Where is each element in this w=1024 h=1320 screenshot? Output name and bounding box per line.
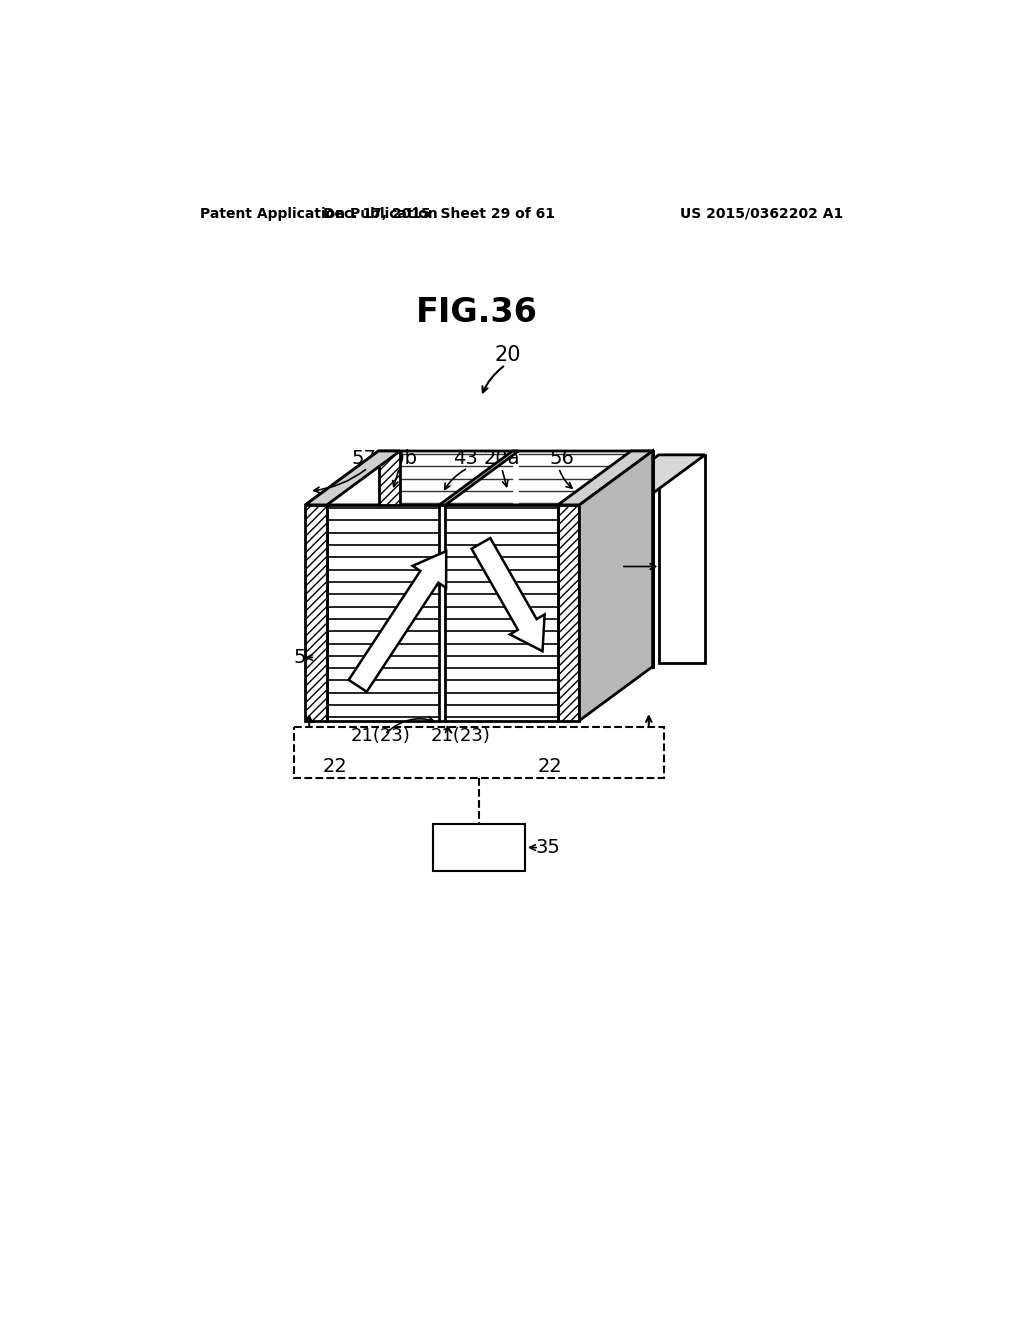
Polygon shape bbox=[379, 451, 400, 667]
FancyArrow shape bbox=[471, 539, 545, 651]
Text: 43: 43 bbox=[454, 449, 478, 469]
Bar bbox=[294, 726, 665, 779]
Polygon shape bbox=[305, 451, 652, 506]
Text: 20: 20 bbox=[495, 345, 521, 364]
Polygon shape bbox=[305, 451, 400, 506]
FancyArrow shape bbox=[349, 552, 446, 692]
Polygon shape bbox=[439, 451, 518, 506]
Bar bbox=[433, 825, 525, 871]
Text: 21(23): 21(23) bbox=[351, 727, 411, 744]
Text: US 2015/0362202 A1: US 2015/0362202 A1 bbox=[680, 207, 844, 220]
Polygon shape bbox=[327, 506, 439, 721]
Text: 20b: 20b bbox=[381, 449, 418, 469]
Text: 56: 56 bbox=[549, 449, 574, 469]
Text: 53: 53 bbox=[617, 557, 642, 576]
Text: Patent Application Publication: Patent Application Publication bbox=[200, 207, 437, 220]
Polygon shape bbox=[558, 506, 580, 721]
Text: FIG.36: FIG.36 bbox=[416, 296, 538, 329]
Text: 57: 57 bbox=[351, 449, 376, 469]
Polygon shape bbox=[580, 451, 652, 721]
Text: 22: 22 bbox=[323, 758, 347, 776]
Text: 22: 22 bbox=[538, 758, 562, 776]
Text: 21(23): 21(23) bbox=[430, 727, 490, 744]
Text: 20a: 20a bbox=[483, 449, 520, 469]
Text: 35: 35 bbox=[536, 838, 561, 857]
Text: Dec. 17, 2015  Sheet 29 of 61: Dec. 17, 2015 Sheet 29 of 61 bbox=[323, 207, 555, 220]
Polygon shape bbox=[327, 506, 558, 721]
Polygon shape bbox=[586, 455, 705, 508]
Polygon shape bbox=[658, 455, 705, 663]
Polygon shape bbox=[631, 451, 652, 667]
Polygon shape bbox=[445, 506, 558, 721]
Polygon shape bbox=[305, 506, 327, 721]
Text: 54: 54 bbox=[294, 648, 318, 667]
Polygon shape bbox=[558, 451, 652, 506]
